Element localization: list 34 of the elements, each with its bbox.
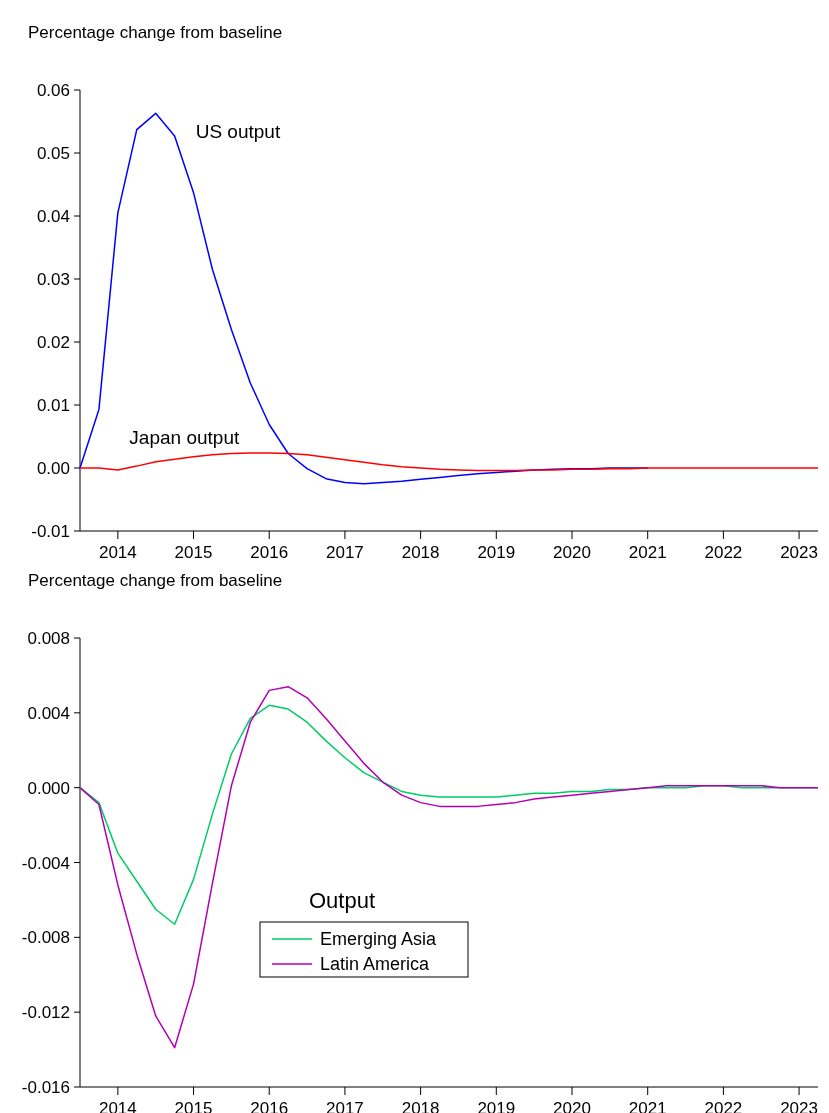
y-tick-label: 0.06 [36,81,70,100]
y-tick-label: -0.01 [31,522,70,541]
y-axis-title: Percentage change from baseline [28,571,283,590]
y-tick-label: 0.00 [36,459,70,478]
legend-label: Emerging Asia [320,929,438,949]
y-tick-label: 0.01 [36,396,70,415]
x-tick-label: 2015 [174,543,213,562]
y-tick-label: -0.004 [21,853,70,873]
x-tick-label: 2019 [477,543,516,562]
y-tick-label: 0.03 [36,270,70,289]
y-axis-title: Percentage change from baseline [28,23,283,42]
x-tick-label: 2020 [553,543,591,562]
y-tick-label: 0.02 [36,333,70,352]
x-tick-label: 2016 [250,543,289,562]
legend-label: Latin America [320,954,431,974]
series-label: US output [195,121,281,143]
y-tick-label: 0.04 [36,207,70,226]
y-tick-label: 0.000 [27,778,70,798]
line-series [79,685,819,1049]
x-tick-label: 2021 [628,543,667,562]
x-tick-label: 2022 [704,543,743,562]
y-tick-label: 0.05 [36,144,70,163]
x-tick-label: 2018 [401,543,440,562]
y-tick-label: -0.012 [21,1003,70,1023]
y-tick-label: 0.008 [27,629,70,648]
x-tick-label: 2023 [780,543,818,562]
x-tick-label: 2014 [98,543,137,562]
x-tick-label: 2017 [326,543,364,562]
y-tick-label: 0.004 [27,703,70,723]
legend-title: Output [308,888,376,913]
line-series [79,452,819,472]
series-label: Japan output [129,426,240,448]
y-tick-label: -0.016 [21,1078,70,1097]
y-tick-label: -0.008 [21,928,70,948]
